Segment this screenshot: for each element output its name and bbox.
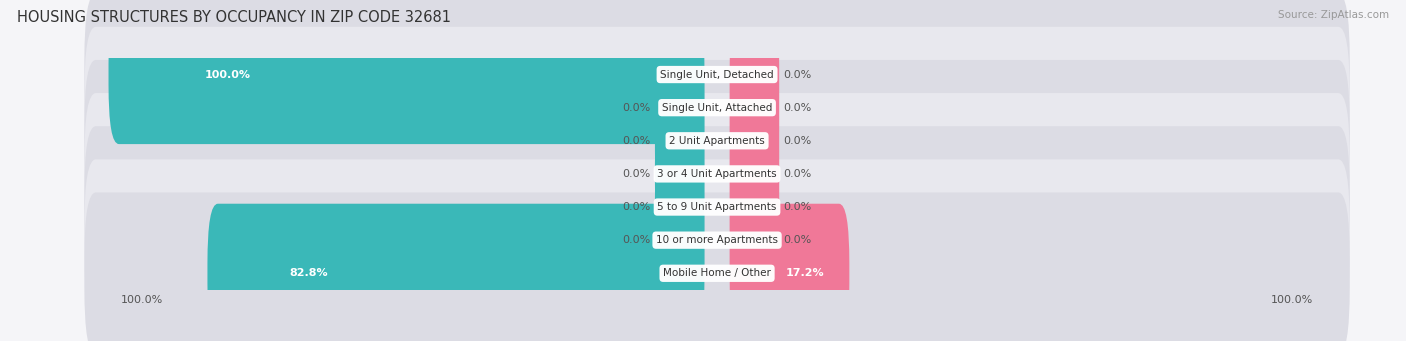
Text: Mobile Home / Other: Mobile Home / Other	[664, 268, 770, 278]
FancyBboxPatch shape	[655, 38, 704, 177]
FancyBboxPatch shape	[84, 159, 1350, 321]
Text: Single Unit, Detached: Single Unit, Detached	[661, 70, 773, 79]
FancyBboxPatch shape	[730, 71, 779, 210]
Text: 0.0%: 0.0%	[783, 202, 811, 212]
Text: 0.0%: 0.0%	[783, 169, 811, 179]
FancyBboxPatch shape	[84, 27, 1350, 189]
Text: 0.0%: 0.0%	[623, 169, 651, 179]
Text: 3 or 4 Unit Apartments: 3 or 4 Unit Apartments	[657, 169, 778, 179]
FancyBboxPatch shape	[730, 104, 779, 243]
FancyBboxPatch shape	[730, 38, 779, 177]
FancyBboxPatch shape	[655, 71, 704, 210]
Text: 0.0%: 0.0%	[623, 235, 651, 245]
FancyBboxPatch shape	[84, 126, 1350, 288]
Text: 0.0%: 0.0%	[783, 70, 811, 79]
FancyBboxPatch shape	[84, 60, 1350, 222]
Text: 100.0%: 100.0%	[205, 70, 252, 79]
FancyBboxPatch shape	[730, 5, 779, 144]
Text: Single Unit, Attached: Single Unit, Attached	[662, 103, 772, 113]
Text: Source: ZipAtlas.com: Source: ZipAtlas.com	[1278, 10, 1389, 20]
Legend: Owner-occupied, Renter-occupied: Owner-occupied, Renter-occupied	[595, 339, 839, 341]
FancyBboxPatch shape	[655, 170, 704, 310]
Text: 2 Unit Apartments: 2 Unit Apartments	[669, 136, 765, 146]
Text: 0.0%: 0.0%	[623, 103, 651, 113]
FancyBboxPatch shape	[730, 204, 849, 341]
FancyBboxPatch shape	[84, 93, 1350, 255]
Text: 0.0%: 0.0%	[623, 136, 651, 146]
Text: 0.0%: 0.0%	[783, 103, 811, 113]
FancyBboxPatch shape	[84, 192, 1350, 341]
Text: 5 to 9 Unit Apartments: 5 to 9 Unit Apartments	[658, 202, 776, 212]
FancyBboxPatch shape	[730, 170, 779, 310]
Text: 17.2%: 17.2%	[786, 268, 824, 278]
Text: 0.0%: 0.0%	[783, 235, 811, 245]
Text: 0.0%: 0.0%	[623, 202, 651, 212]
Text: 82.8%: 82.8%	[290, 268, 328, 278]
FancyBboxPatch shape	[730, 137, 779, 277]
FancyBboxPatch shape	[655, 137, 704, 277]
Text: HOUSING STRUCTURES BY OCCUPANCY IN ZIP CODE 32681: HOUSING STRUCTURES BY OCCUPANCY IN ZIP C…	[17, 10, 451, 25]
FancyBboxPatch shape	[655, 104, 704, 243]
Text: 0.0%: 0.0%	[783, 136, 811, 146]
Text: 10 or more Apartments: 10 or more Apartments	[657, 235, 778, 245]
FancyBboxPatch shape	[84, 0, 1350, 155]
FancyBboxPatch shape	[108, 5, 704, 144]
FancyBboxPatch shape	[208, 204, 704, 341]
